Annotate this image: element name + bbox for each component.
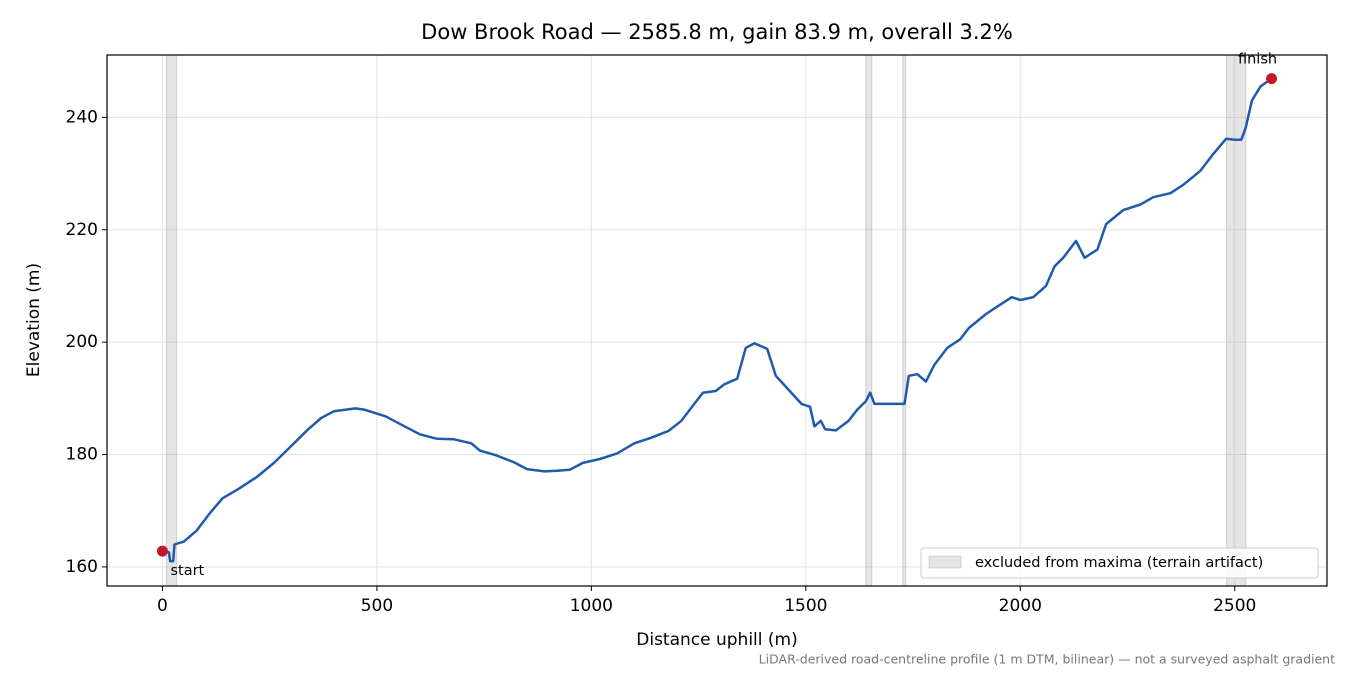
y-tick-label: 220	[66, 220, 98, 240]
excluded-band	[165, 54, 178, 587]
x-tick-label: 1000	[570, 596, 613, 616]
legend-label: excluded from maxima (terrain artifact)	[975, 555, 1263, 571]
endpoint-label: start	[170, 563, 204, 579]
x-tick-label: 500	[361, 596, 393, 616]
x-tick-label: 2000	[999, 596, 1042, 616]
excluded-band	[865, 54, 873, 587]
chart-title: Dow Brook Road — 2585.8 m, gain 83.9 m, …	[421, 20, 1013, 44]
endpoint-marker	[1266, 73, 1278, 85]
y-axis-label: Elevation (m)	[24, 263, 44, 377]
excluded-band	[902, 54, 907, 587]
x-tick-label: 1500	[784, 596, 827, 616]
endpoint-marker	[156, 545, 168, 557]
legend-box	[920, 547, 1319, 579]
y-tick-label: 180	[66, 445, 98, 465]
footnote: LiDAR-derived road-centreline profile (1…	[759, 652, 1335, 667]
legend-swatch	[928, 555, 962, 569]
plot-frame	[106, 54, 1328, 587]
x-tick-label: 0	[157, 596, 168, 616]
y-tick-label: 200	[66, 332, 98, 352]
elevation-line	[162, 77, 1273, 563]
y-tick-label: 160	[66, 557, 98, 577]
y-tick-label: 240	[66, 107, 98, 127]
x-tick-label: 2500	[1213, 596, 1256, 616]
x-axis-label: Distance uphill (m)	[636, 630, 797, 650]
endpoint-label: finish	[1238, 52, 1277, 68]
